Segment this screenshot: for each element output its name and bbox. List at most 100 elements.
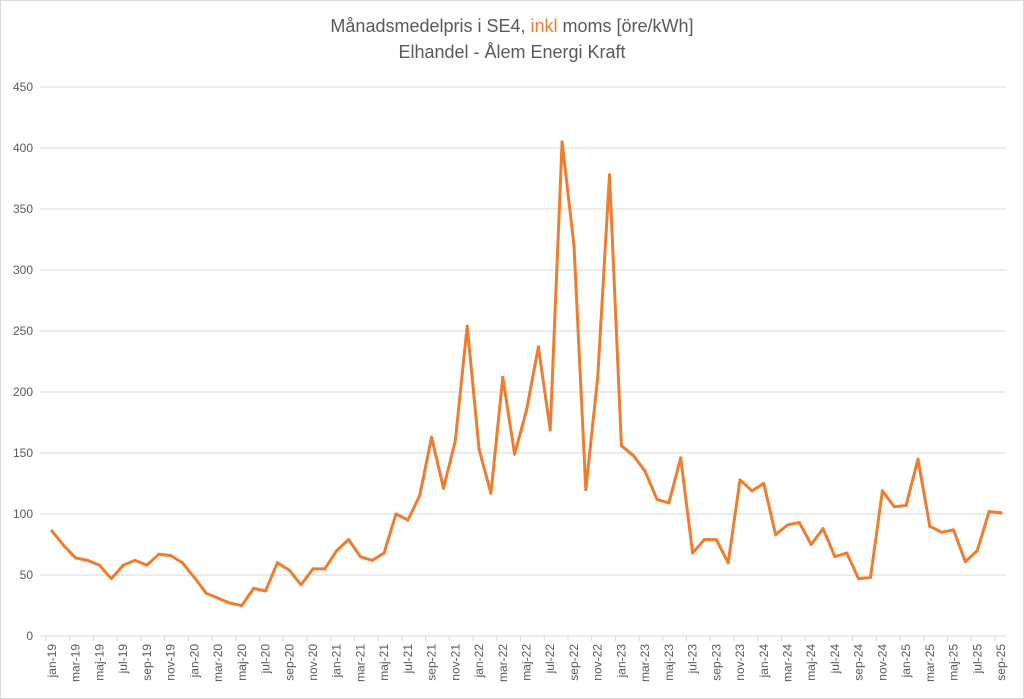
x-tick-label: sep-23 (709, 644, 723, 681)
data-point (655, 497, 659, 501)
data-point (370, 558, 374, 562)
chart-subtitle: Elhandel - Ålem Energi Kraft (398, 42, 626, 62)
x-tick-label: maj-21 (377, 644, 391, 681)
data-point (643, 469, 647, 473)
data-point (750, 489, 754, 493)
data-point (489, 491, 493, 495)
data-point (975, 549, 979, 553)
x-tick-label: mar-23 (638, 644, 652, 682)
data-point (465, 324, 469, 328)
data-point (857, 577, 861, 581)
data-point (97, 563, 101, 567)
x-tick-label: jul-19 (116, 644, 130, 675)
x-tick-label: maj-19 (92, 644, 106, 681)
x-tick-label: maj-20 (235, 644, 249, 681)
data-point (952, 528, 956, 532)
data-point (845, 551, 849, 555)
data-point (821, 527, 825, 531)
x-tick-label: mar-24 (780, 644, 794, 682)
data-point (358, 555, 362, 559)
data-point (691, 551, 695, 555)
data-point (240, 604, 244, 607)
data-point (987, 510, 991, 514)
data-point (228, 601, 232, 605)
data-point (928, 524, 932, 528)
x-tick-label: mar-21 (353, 644, 367, 682)
data-point (252, 586, 256, 590)
data-point (904, 503, 908, 507)
x-tick-label: sep-22 (567, 644, 581, 681)
x-tick-label: sep-24 (852, 644, 866, 681)
data-point (335, 549, 339, 553)
x-tick-label: sep-25 (994, 644, 1008, 681)
data-point (702, 538, 706, 542)
title-highlight: inkl (530, 16, 558, 36)
x-tick-label: nov-22 (591, 644, 605, 681)
data-point (797, 521, 801, 525)
x-tick-label: jul-20 (259, 644, 273, 675)
x-tick-label: maj-22 (520, 644, 534, 681)
data-point (347, 538, 351, 542)
data-point (441, 486, 445, 490)
data-point (453, 439, 457, 443)
x-tick-label: mar-19 (69, 644, 83, 682)
data-point (548, 428, 552, 432)
y-tick-label: 300 (13, 263, 33, 277)
data-point (430, 435, 434, 439)
data-point (86, 558, 90, 562)
data-point (869, 575, 873, 579)
series-line (50, 140, 1003, 607)
data-point (726, 561, 730, 565)
y-tick-label: 450 (13, 80, 33, 94)
data-point (785, 523, 789, 527)
data-point (50, 529, 54, 533)
data-point (940, 530, 944, 534)
data-point (121, 563, 125, 567)
title-part: Månadsmedelpris i SE4, (330, 16, 531, 36)
y-tick-label: 250 (13, 324, 33, 338)
data-point (74, 556, 78, 560)
x-tick-label: jan-21 (330, 644, 344, 679)
x-tick-label: jul-23 (686, 644, 700, 675)
data-point (525, 408, 528, 412)
data-point (809, 543, 813, 546)
data-point (916, 457, 920, 461)
x-tick-label: jan-22 (472, 644, 486, 679)
data-point (892, 505, 896, 509)
x-tick-label: jul-21 (401, 644, 415, 675)
data-point (738, 478, 742, 482)
data-point (180, 561, 184, 565)
data-point (323, 567, 327, 571)
x-tick-label: nov-23 (733, 644, 747, 681)
data-point (109, 577, 113, 581)
x-tick-label: jul-25 (970, 644, 984, 675)
data-point (667, 501, 671, 505)
x-tick-label: sep-20 (282, 644, 296, 681)
data-point (833, 555, 837, 559)
data-point (169, 553, 173, 557)
y-tick-label: 150 (13, 446, 33, 460)
x-tick-label: mar-25 (923, 644, 937, 682)
x-tick-label: nov-20 (306, 644, 320, 681)
x-tick-label: jan-19 (45, 644, 59, 679)
data-point (513, 452, 517, 456)
y-tick-label: 50 (20, 568, 34, 582)
data-point (62, 544, 66, 548)
x-tick-label: sep-19 (140, 644, 154, 681)
x-tick-label: maj-24 (804, 644, 818, 681)
y-tick-label: 200 (13, 385, 33, 399)
data-point (880, 489, 884, 493)
data-point (501, 375, 505, 379)
y-tick-label: 0 (26, 629, 33, 643)
x-tick-label: nov-24 (875, 644, 889, 681)
x-tick-label: nov-21 (448, 644, 462, 681)
data-point (560, 140, 564, 144)
y-tick-label: 100 (13, 507, 33, 521)
x-tick-label: maj-25 (947, 644, 961, 681)
data-point (418, 494, 422, 498)
data-point (299, 583, 303, 587)
data-point (774, 533, 778, 537)
data-point (679, 456, 683, 460)
x-tick-label: maj-23 (662, 644, 676, 681)
